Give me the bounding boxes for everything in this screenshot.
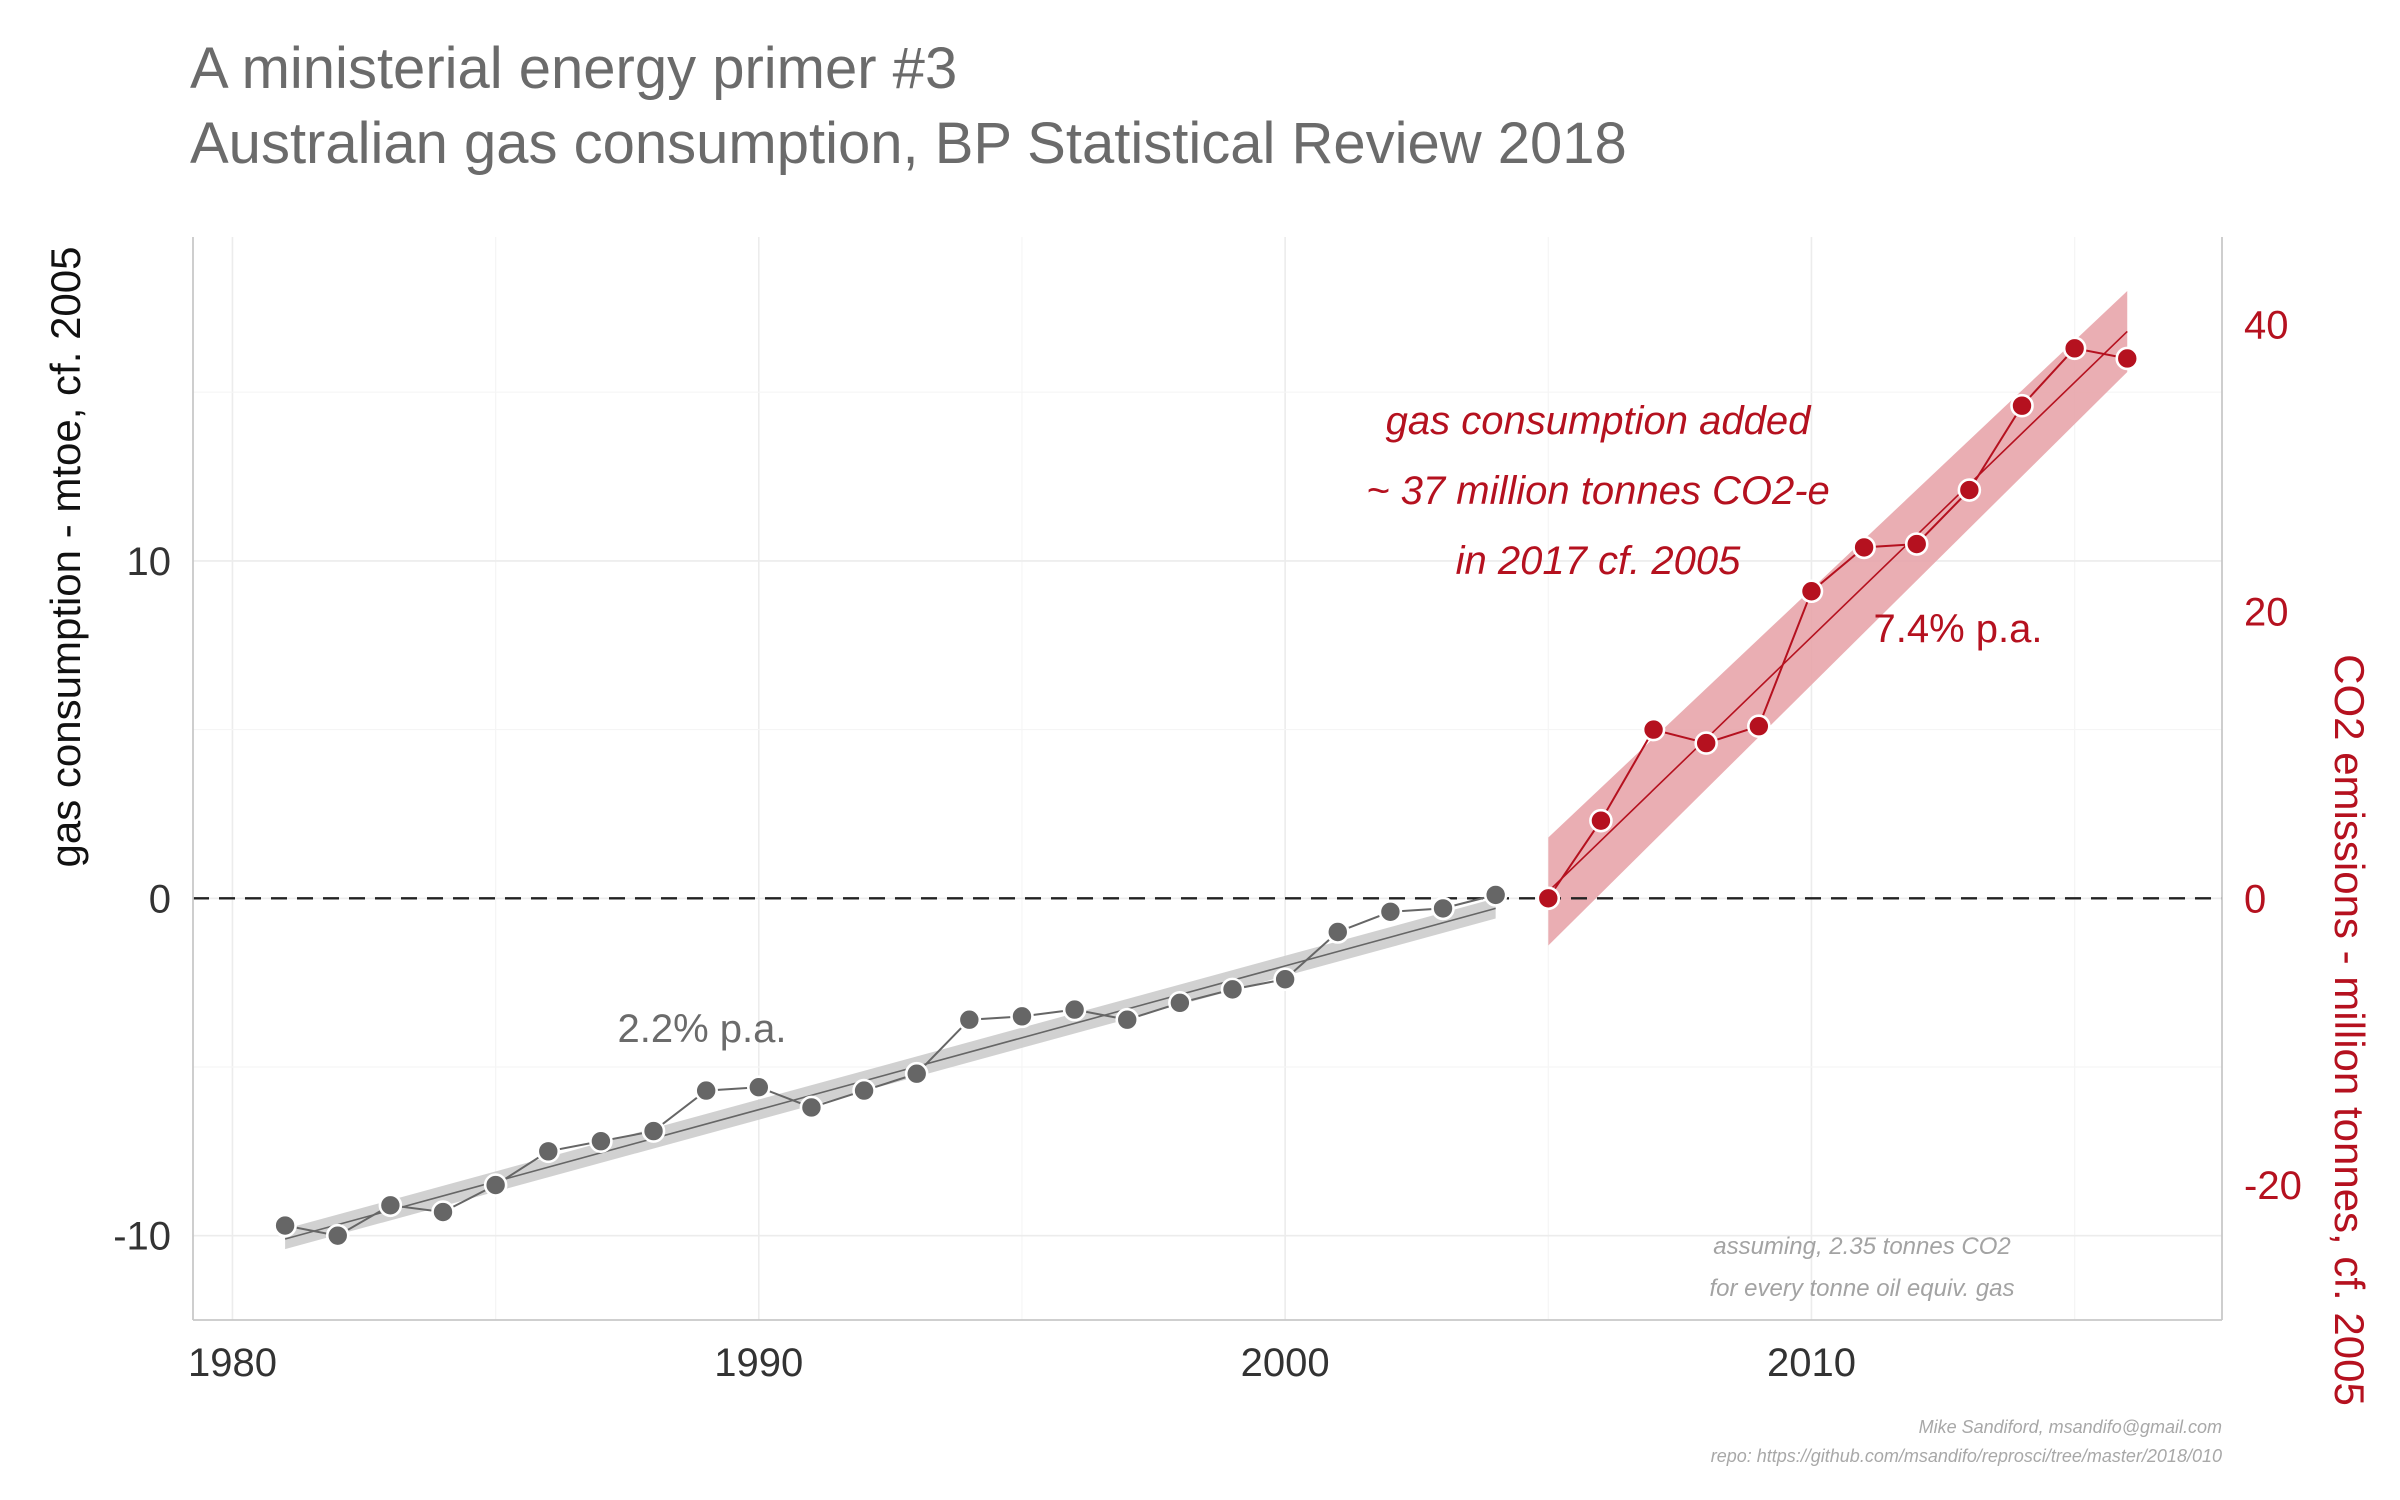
y-tick-label: -10 [113, 1215, 171, 1259]
late-point [2010, 393, 2034, 418]
early-point [378, 1193, 403, 1218]
early-point [1168, 991, 1192, 1015]
fit-bands [285, 290, 2128, 1250]
y2-axis-title: CO2 emissions - million tonnes, cf. 2005 [2326, 654, 2373, 1406]
early-point [589, 1129, 613, 1153]
y-axis-title: gas consumption - mtoe, cf. 2005 [42, 247, 89, 868]
annotation-rate-early: 2.2% p.a. [617, 1007, 786, 1051]
y2-tick-label: 40 [2244, 304, 2289, 348]
late-point [1904, 532, 1929, 556]
early-point [957, 1007, 982, 1032]
y2-tick-label: 0 [2244, 877, 2266, 921]
series [273, 330, 2140, 1248]
early-point [1483, 883, 1508, 907]
early-fit-line [284, 907, 1496, 1240]
y-tick-label: 0 [149, 877, 171, 921]
late-point [1536, 886, 1561, 911]
annotation-added-line1: gas consumption added [1386, 399, 1813, 443]
early-point [273, 1213, 297, 1238]
late-point [2062, 336, 2087, 361]
early-point [1325, 920, 1350, 944]
chart-subtitle: Australian gas consumption, BP Statistic… [190, 111, 1627, 176]
early-point [536, 1139, 561, 1164]
early-point [1431, 896, 1455, 921]
late-point [1852, 535, 1876, 560]
y2-tick-label: 20 [2244, 590, 2289, 634]
chart-title: A ministerial energy primer #3 [190, 36, 957, 101]
axes [192, 237, 2223, 1321]
x-tick-label: 2010 [1767, 1341, 1856, 1385]
annotation-added-line3: in 2017 cf. 2005 [1456, 539, 1741, 583]
early-point [1273, 967, 1297, 992]
late-point [1694, 731, 1718, 755]
x-tick-label: 1980 [188, 1341, 277, 1385]
early-point [904, 1061, 929, 1086]
late-point [2115, 346, 2140, 371]
early-point [431, 1200, 455, 1224]
credit-repo: repo: https://github.com/msandifo/repros… [1711, 1446, 2222, 1466]
early-point [325, 1223, 350, 1248]
early-point [799, 1095, 824, 1120]
early-point [1220, 977, 1245, 1002]
early-point [1378, 899, 1403, 924]
early-point [483, 1173, 508, 1197]
early-point [641, 1119, 666, 1143]
credit-author: Mike Sandiford, msandifo@gmail.com [1919, 1417, 2222, 1437]
x-tick-label: 2000 [1241, 1341, 1330, 1385]
y2-tick-label: -20 [2244, 1164, 2302, 1208]
annotation-rate-late: 7.4% p.a. [1873, 607, 2042, 651]
late-fit-band [1548, 290, 2128, 946]
y-tick-label: 10 [127, 540, 172, 584]
early-point [852, 1078, 876, 1103]
late-series-line [1547, 347, 2128, 899]
annotation-assumption-line2: for every tonne oil equiv. gas [1709, 1275, 2014, 1302]
x-tick-label: 1990 [714, 1341, 803, 1385]
early-point [1062, 997, 1087, 1022]
early-point [747, 1075, 771, 1100]
late-point [1589, 808, 1613, 833]
early-point [1115, 1007, 1140, 1032]
early-point [1010, 1004, 1034, 1029]
late-point [1799, 579, 1824, 604]
annotation-added-line2: ~ 37 million tonnes CO2-e [1366, 469, 1830, 513]
late-point [1747, 714, 1771, 739]
late-point [1641, 717, 1666, 742]
late-point [1957, 478, 1982, 502]
annotation-assumption-line1: assuming, 2.35 tonnes CO2 [1713, 1233, 2011, 1260]
late-fit-line [1547, 330, 2128, 893]
tick-labels: 1980 1990 2000 2010 -10 0 10 -20 0 20 40 [113, 304, 2302, 1385]
early-point [694, 1078, 718, 1103]
grid [193, 237, 2222, 1320]
